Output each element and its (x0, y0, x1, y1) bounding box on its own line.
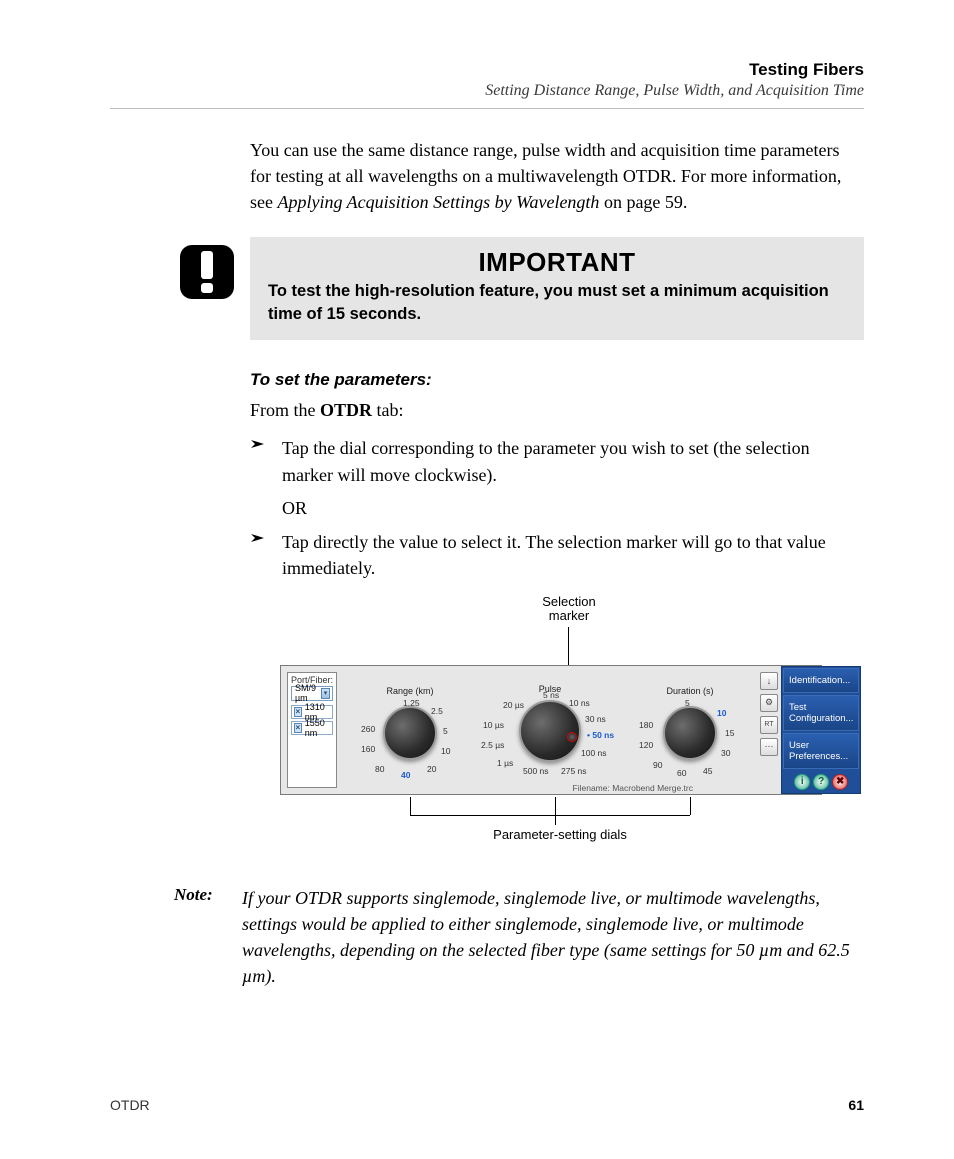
range-tick[interactable]: 2.5 (431, 706, 443, 716)
intro-paragraph: You can use the same distance range, pul… (250, 137, 864, 215)
duration-dial-block: Duration (s) 5 10 15 30 45 60 90 120 180 (625, 688, 755, 760)
duration-tick[interactable]: 30 (721, 748, 730, 758)
step-item: Tap the dial corresponding to the parame… (250, 435, 864, 487)
port-fiber-select[interactable]: SM/9 µm ▾ (291, 686, 333, 701)
lead-bold: OTDR (320, 400, 372, 420)
panel-small-button-more[interactable]: ⋯ (760, 738, 778, 756)
selection-marker (567, 732, 577, 742)
pulse-tick[interactable]: 20 µs (503, 700, 524, 710)
chapter-subtitle: Setting Distance Range, Pulse Width, and… (110, 82, 864, 100)
pulse-tick[interactable]: 100 ns (581, 748, 607, 758)
duration-tick[interactable]: 180 (639, 720, 653, 730)
lead-after: tab: (372, 400, 404, 420)
dials-caption: Parameter-setting dials (450, 827, 670, 842)
menu-identification[interactable]: Identification... (783, 668, 859, 693)
range-tick[interactable]: 5 (443, 726, 448, 736)
pulse-dial-block: Pulse 5 ns 10 ns 30 ns • 50 ns 100 ns 27… (475, 686, 625, 762)
lead-before: From the (250, 400, 320, 420)
dials-bracket (390, 797, 720, 825)
checkbox-icon: × (294, 707, 302, 717)
panel-small-button[interactable]: ↓ (760, 672, 778, 690)
range-tick-selected[interactable]: 40 (401, 770, 410, 780)
selection-marker-label: Selection marker (534, 595, 604, 624)
header-separator (110, 108, 864, 109)
help-icon[interactable]: ? (813, 774, 829, 790)
pulse-tick[interactable]: 10 ns (569, 698, 590, 708)
pulse-tick[interactable]: 1 µs (497, 758, 513, 768)
pulse-tick[interactable]: 275 ns (561, 766, 587, 776)
pulse-tick-selected[interactable]: • 50 ns (587, 730, 614, 740)
duration-tick-selected[interactable]: 10 (717, 708, 726, 718)
filename-bar: Filename: Macrobend Merge.trc (573, 783, 693, 793)
step-arrow-icon (250, 531, 268, 581)
range-dial-block: Range (km) 1.25 2.5 5 10 20 40 80 160 26… (345, 688, 475, 760)
range-tick[interactable]: 10 (441, 746, 450, 756)
duration-dial[interactable] (663, 706, 717, 760)
range-dial[interactable] (383, 706, 437, 760)
pulse-tick[interactable]: 30 ns (585, 714, 606, 724)
chapter-title: Testing Fibers (110, 60, 864, 80)
footer-page-number: 61 (848, 1097, 864, 1113)
panel-small-button-rt[interactable]: RT (760, 716, 778, 734)
otdr-control-panel-screenshot: Port/Fiber: SM/9 µm ▾ × 1310 nm × 1550 n… (280, 665, 822, 795)
panel-side-menu: Identification... Test Configuration... … (781, 666, 861, 794)
step-1-text: Tap the dial corresponding to the parame… (282, 435, 864, 487)
checkbox-icon: × (294, 723, 302, 733)
intro-text-after: on page 59. (599, 192, 687, 212)
range-tick[interactable]: 20 (427, 764, 436, 774)
port-fiber-box: Port/Fiber: SM/9 µm ▾ × 1310 nm × 1550 n… (287, 672, 337, 788)
close-icon[interactable]: ✖ (832, 774, 848, 790)
range-tick[interactable]: 1.25 (403, 698, 420, 708)
note-body: If your OTDR supports singlemode, single… (242, 885, 864, 989)
note-label: Note: (174, 885, 242, 989)
step-or: OR (282, 498, 864, 519)
panel-icon-column: ↓ ⚙ RT ⋯ (757, 666, 781, 794)
dropdown-arrow-icon: ▾ (321, 688, 330, 699)
range-dial-title: Range (km) (345, 686, 475, 696)
wavelength-checkbox-1310[interactable]: × 1310 nm (291, 705, 333, 719)
important-body: To test the high-resolution feature, you… (268, 280, 846, 326)
procedure-heading: To set the parameters: (250, 370, 864, 390)
step-2-text: Tap directly the value to select it. The… (282, 529, 864, 581)
pulse-sel-text: 50 ns (592, 730, 614, 740)
pulse-tick[interactable]: 5 ns (543, 690, 559, 700)
step-arrow-icon (250, 437, 268, 487)
important-callout: IMPORTANT To test the high-resolution fe… (250, 237, 864, 340)
duration-tick[interactable]: 15 (725, 728, 734, 738)
info-icon[interactable]: i (794, 774, 810, 790)
important-title: IMPORTANT (268, 247, 846, 278)
wavelength-checkbox-1550[interactable]: × 1550 nm (291, 721, 333, 735)
wavelength-label: 1550 nm (305, 718, 330, 738)
duration-tick[interactable]: 90 (653, 760, 662, 770)
step-item: Tap directly the value to select it. The… (250, 529, 864, 581)
panel-small-button-gear-icon[interactable]: ⚙ (760, 694, 778, 712)
footer-product: OTDR (110, 1097, 150, 1113)
range-tick[interactable]: 80 (375, 764, 384, 774)
intro-xref: Applying Acquisition Settings by Wavelen… (277, 192, 599, 212)
duration-dial-title: Duration (s) (625, 686, 755, 696)
pulse-tick[interactable]: 2.5 µs (481, 740, 504, 750)
pulse-tick[interactable]: 500 ns (523, 766, 549, 776)
procedure-lead: From the OTDR tab: (250, 400, 864, 421)
range-tick[interactable]: 260 (361, 724, 375, 734)
duration-tick[interactable]: 60 (677, 768, 686, 778)
duration-tick[interactable]: 5 (685, 698, 690, 708)
menu-test-configuration[interactable]: Test Configuration... (783, 695, 859, 731)
port-select-value: SM/9 µm (295, 683, 321, 703)
duration-tick[interactable]: 120 (639, 740, 653, 750)
range-tick[interactable]: 160 (361, 744, 375, 754)
important-icon (180, 245, 234, 299)
menu-user-preferences[interactable]: User Preferences... (783, 733, 859, 769)
pulse-tick[interactable]: 10 µs (483, 720, 504, 730)
duration-tick[interactable]: 45 (703, 766, 712, 776)
pulse-dial[interactable] (519, 700, 581, 762)
